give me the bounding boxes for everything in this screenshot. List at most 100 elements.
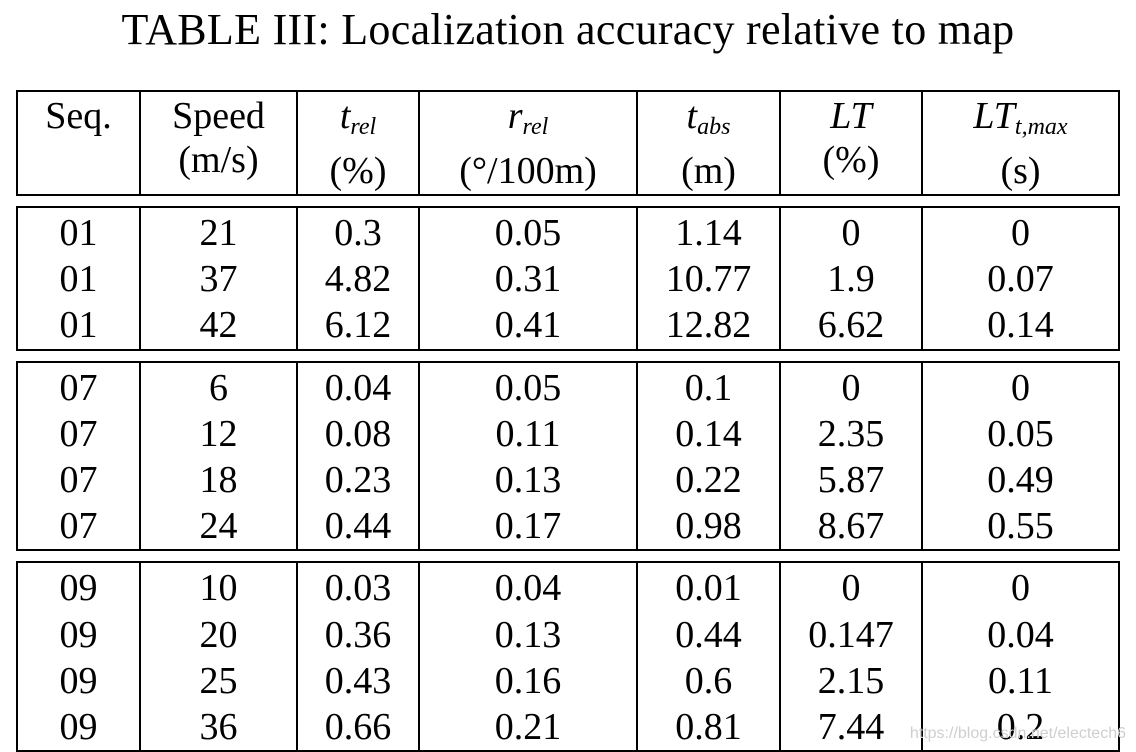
cell-lt: 0: [779, 561, 923, 612]
cell-lt: 0: [779, 205, 923, 257]
group-spacer: [17, 550, 1119, 562]
cell-lt-tmax: 0.55: [921, 503, 1120, 552]
cell-r-rel: 0.11: [418, 410, 638, 457]
cell-t-abs: 0.81: [636, 703, 781, 752]
cell-t-abs: 0.22: [636, 456, 781, 504]
cell-speed: 20: [139, 611, 298, 658]
cell-t-abs: 0.01: [636, 561, 781, 612]
table-row: 01 42 6.12 0.41 12.82 6.62 0.14: [16, 302, 1120, 351]
header-lt-label: LT: [830, 95, 872, 137]
cell-lt-tmax: 0.07: [921, 256, 1120, 303]
cell-lt-tmax: 0.04: [921, 611, 1120, 658]
cell-r-rel: 0.05: [418, 205, 638, 257]
cell-r-rel: 0.17: [418, 503, 638, 552]
header-lt-tmax-label: LTt,max: [923, 94, 1118, 149]
cell-t-rel: 6.12: [296, 302, 420, 351]
table-row: 07 6 0.04 0.05 0.1 0 0: [16, 360, 1120, 411]
header-r-rel-base: r: [507, 95, 523, 137]
cell-lt-tmax: 0: [921, 561, 1120, 612]
header-row: Seq. Speed (m/s) trel (%) rrel (°/100m) …: [16, 90, 1120, 196]
header-t-rel-unit: (%): [329, 150, 387, 192]
group-spacer: [17, 195, 1119, 207]
cell-r-rel: 0.04: [418, 561, 638, 612]
cell-lt: 2.15: [779, 657, 923, 704]
cell-lt: 6.62: [779, 302, 923, 351]
header-lt: LT (%): [779, 90, 923, 196]
cell-t-rel: 0.23: [296, 456, 420, 504]
cell-seq: 07: [16, 360, 141, 411]
cell-t-rel: 0.08: [296, 410, 420, 457]
cell-t-rel: 0.04: [296, 360, 420, 411]
cell-r-rel: 0.16: [418, 657, 638, 704]
cell-t-rel: 0.3: [296, 205, 420, 257]
cell-lt-tmax: 0.05: [921, 410, 1120, 457]
cell-r-rel: 0.13: [418, 456, 638, 504]
cell-t-abs: 0.1: [636, 360, 781, 411]
table-row: 09 36 0.66 0.21 0.81 7.44 0.2: [16, 703, 1120, 752]
header-lt-tmax-sub: t,max: [1014, 114, 1068, 140]
cell-lt-tmax: 0.2: [921, 703, 1120, 752]
cell-t-rel: 0.03: [296, 561, 420, 612]
header-t-abs-sub: abs: [697, 114, 731, 140]
group-spacer-cell: [17, 350, 1119, 362]
cell-seq: 09: [16, 703, 141, 752]
cell-t-abs: 0.98: [636, 503, 781, 552]
table-row: 01 37 4.82 0.31 10.77 1.9 0.07: [16, 256, 1120, 303]
cell-seq: 07: [16, 410, 141, 457]
cell-t-abs: 0.6: [636, 657, 781, 704]
cell-lt: 0.147: [779, 611, 923, 658]
header-r-rel-unit: (°/100m): [459, 150, 597, 192]
cell-lt-tmax: 0: [921, 360, 1120, 411]
results-table: Seq. Speed (m/s) trel (%) rrel (°/100m) …: [16, 90, 1120, 752]
header-t-rel-base: t: [339, 95, 351, 137]
cell-t-rel: 0.66: [296, 703, 420, 752]
cell-speed: 24: [139, 503, 298, 552]
cell-seq: 01: [16, 256, 141, 303]
header-r-rel-label: rrel: [420, 94, 636, 149]
table-row: 07 24 0.44 0.17 0.98 8.67 0.55: [16, 503, 1120, 552]
cell-speed: 42: [139, 302, 298, 351]
header-lt-tmax-unit: (s): [1000, 150, 1041, 192]
header-lt-tmax-base: LT: [973, 95, 1015, 137]
header-r-rel: rrel (°/100m): [418, 90, 638, 196]
cell-t-rel: 4.82: [296, 256, 420, 303]
table-row: 09 20 0.36 0.13 0.44 0.147 0.04: [16, 611, 1120, 658]
cell-lt: 2.35: [779, 410, 923, 457]
table-row: 07 18 0.23 0.13 0.22 5.87 0.49: [16, 456, 1120, 504]
cell-speed: 18: [139, 456, 298, 504]
table-row: 01 21 0.3 0.05 1.14 0 0: [16, 205, 1120, 257]
cell-r-rel: 0.31: [418, 256, 638, 303]
table-row: 09 25 0.43 0.16 0.6 2.15 0.11: [16, 657, 1120, 704]
cell-t-abs: 0.14: [636, 410, 781, 457]
header-speed-unit: (m/s): [178, 139, 259, 181]
cell-speed: 37: [139, 256, 298, 303]
cell-r-rel: 0.21: [418, 703, 638, 752]
header-r-rel-sub: rel: [522, 114, 549, 140]
header-seq: Seq.: [16, 90, 141, 196]
cell-speed: 10: [139, 561, 298, 612]
header-t-abs: tabs (m): [636, 90, 781, 196]
cell-seq: 09: [16, 611, 141, 658]
header-t-rel-label: trel: [298, 94, 418, 149]
cell-speed: 36: [139, 703, 298, 752]
header-t-abs-label: tabs: [638, 94, 779, 149]
group-spacer-cell: [17, 550, 1119, 562]
cell-seq: 01: [16, 302, 141, 351]
watermark: https://blog.csdn.net/electech6: [909, 725, 1126, 742]
header-t-rel: trel (%): [296, 90, 420, 196]
cell-speed: 21: [139, 205, 298, 257]
cell-speed: 6: [139, 360, 298, 411]
cell-speed: 25: [139, 657, 298, 704]
table-body: 01 21 0.3 0.05 1.14 0 0 01 37 4.82 0.31 10.77 1.9 0.0…: [16, 195, 1120, 752]
header-lt-tmax: LTt,max (s): [921, 90, 1120, 196]
cell-lt: 7.44: [779, 703, 923, 752]
header-speed: Speed (m/s): [139, 90, 298, 196]
cell-t-abs: 1.14: [636, 205, 781, 257]
cell-lt: 1.9: [779, 256, 923, 303]
cell-t-rel: 0.43: [296, 657, 420, 704]
cell-t-abs: 12.82: [636, 302, 781, 351]
cell-lt-tmax: 0: [921, 205, 1120, 257]
cell-lt-tmax: 0.14: [921, 302, 1120, 351]
header-speed-label: Speed: [172, 95, 265, 137]
cell-seq: 09: [16, 561, 141, 612]
